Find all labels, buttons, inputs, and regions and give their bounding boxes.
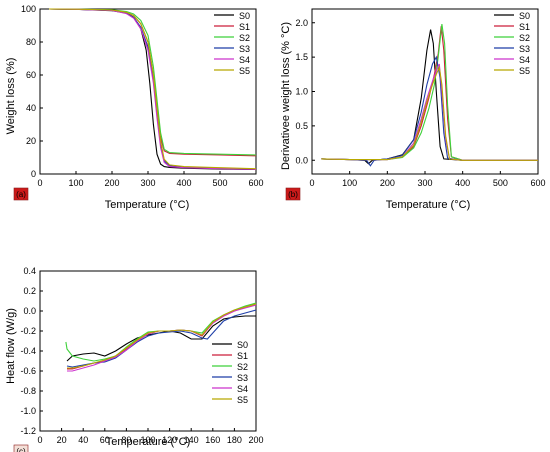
panel-badge-label: (b) (288, 190, 298, 199)
y-tick-label: -0.8 (20, 386, 36, 396)
x-tick-label: 40 (78, 435, 88, 445)
y-tick-label: 80 (26, 37, 36, 47)
panel-badge (13, 187, 29, 201)
x-tick-label: 180 (227, 435, 242, 445)
legend-label-s3: S3 (237, 373, 248, 383)
panel-b-chart: Derivativee weight loss (% °C) Temperatu… (280, 8, 546, 211)
series-line-s2 (48, 8, 257, 156)
series-line-s3 (321, 55, 538, 167)
x-tick-label: 60 (100, 435, 110, 445)
y-tick-label: 0 (31, 169, 36, 179)
series-line-s3 (48, 8, 257, 170)
x-tick-label: 400 (176, 178, 191, 188)
plot-area-frame (39, 270, 257, 432)
legend-label-s0: S0 (237, 340, 248, 350)
y-tick-label: 0.5 (295, 121, 308, 131)
x-tick-label: 300 (417, 178, 432, 188)
x-tick-label: 100 (140, 435, 155, 445)
legend-label-s1: S1 (239, 22, 250, 32)
series-line-s0 (48, 8, 257, 170)
panel-a-chart: Weight loss (%) Temperature (°C) 0 100 200… (5, 4, 264, 211)
x-tick-label: 200 (104, 178, 119, 188)
x-tick-label: 140 (184, 435, 199, 445)
panel-a-xlabel: Temperature (°C) (105, 199, 189, 211)
y-tick-label: -0.6 (20, 366, 36, 376)
series-line-s5 (67, 303, 257, 369)
x-tick-label: 100 (342, 178, 357, 188)
x-tick-label: 500 (212, 178, 227, 188)
legend-label-s5: S5 (239, 66, 250, 76)
series-line-s0 (66, 315, 256, 362)
y-tick-label: 0.0 (295, 155, 308, 165)
x-tick-label: 80 (121, 435, 131, 445)
y-tick-label: 40 (26, 103, 36, 113)
legend-label-s2: S2 (237, 362, 248, 372)
y-tick-label: 100 (21, 4, 36, 14)
panel-b-xlabel: Temperature (°C) (386, 199, 470, 211)
y-tick-label: 60 (26, 70, 36, 80)
legend-label-s3: S3 (519, 44, 530, 54)
legend-label-s4: S4 (519, 55, 530, 65)
y-tick-label: -1.0 (20, 406, 36, 416)
x-tick-label: 160 (205, 435, 220, 445)
y-tick-label: 1.0 (295, 87, 308, 97)
legend-label-s2: S2 (239, 33, 250, 43)
panel-badge-label: (a) (16, 190, 26, 199)
x-tick-label: 600 (530, 178, 545, 188)
x-tick-label: 0 (37, 178, 42, 188)
y-tick-label: -0.2 (20, 326, 36, 336)
y-tick-label: -1.2 (20, 426, 36, 436)
panel-badge-label: (c) (16, 447, 26, 452)
x-tick-label: 100 (68, 178, 83, 188)
x-tick-label: 300 (140, 178, 155, 188)
x-tick-label: 200 (248, 435, 263, 445)
panel-a-ylabel: Weight loss (%) (5, 58, 17, 135)
panel-c-xlabel: Temperature (°C) (106, 436, 190, 448)
panel-c-ylabel: Heat flow (W/g) (5, 308, 17, 384)
y-tick-label: -0.4 (20, 346, 36, 356)
panel-c-chart: Heat flow (W/g) Temperature (°C) 0 20 40 60… (5, 266, 264, 452)
y-tick-label: 20 (26, 136, 36, 146)
legend-label-s0: S0 (239, 11, 250, 21)
x-tick-label: 0 (37, 435, 42, 445)
legend-label-s3: S3 (239, 44, 250, 54)
legend-label-s2: S2 (519, 33, 530, 43)
plot-area-frame (39, 8, 257, 175)
legend-label-s4: S4 (237, 384, 248, 394)
x-tick-label: 400 (455, 178, 470, 188)
series-line-s2 (65, 302, 257, 362)
panel-b-ylabel: Derivativee weight loss (% °C) (280, 22, 292, 170)
legend-label-s5: S5 (519, 66, 530, 76)
y-tick-label: 0.0 (23, 306, 36, 316)
series-line-s4 (48, 8, 257, 170)
x-tick-label: 120 (162, 435, 177, 445)
legend-label-s0: S0 (519, 11, 530, 21)
panel-badge (285, 187, 301, 201)
y-tick-label: 2.0 (295, 18, 308, 28)
series-line-s5 (321, 65, 538, 161)
legend-label-s5: S5 (237, 395, 248, 405)
series-line-s0 (321, 29, 538, 165)
legend-label-s1: S1 (519, 22, 530, 32)
panel-badge (13, 444, 29, 452)
x-tick-label: 500 (493, 178, 508, 188)
series-line-s5 (48, 8, 257, 170)
x-tick-label: 600 (248, 178, 263, 188)
series-line-s3 (66, 309, 257, 368)
y-tick-label: 1.5 (295, 52, 308, 62)
series-line-s1 (48, 8, 257, 157)
series-line-s4 (321, 63, 538, 161)
legend-label-s4: S4 (239, 55, 250, 65)
x-tick-label: 20 (57, 435, 67, 445)
y-tick-label: 0.2 (23, 286, 36, 296)
legend-label-s1: S1 (237, 351, 248, 361)
y-tick-label: 0.4 (23, 266, 36, 276)
x-tick-label: 200 (380, 178, 395, 188)
x-tick-label: 0 (309, 178, 314, 188)
